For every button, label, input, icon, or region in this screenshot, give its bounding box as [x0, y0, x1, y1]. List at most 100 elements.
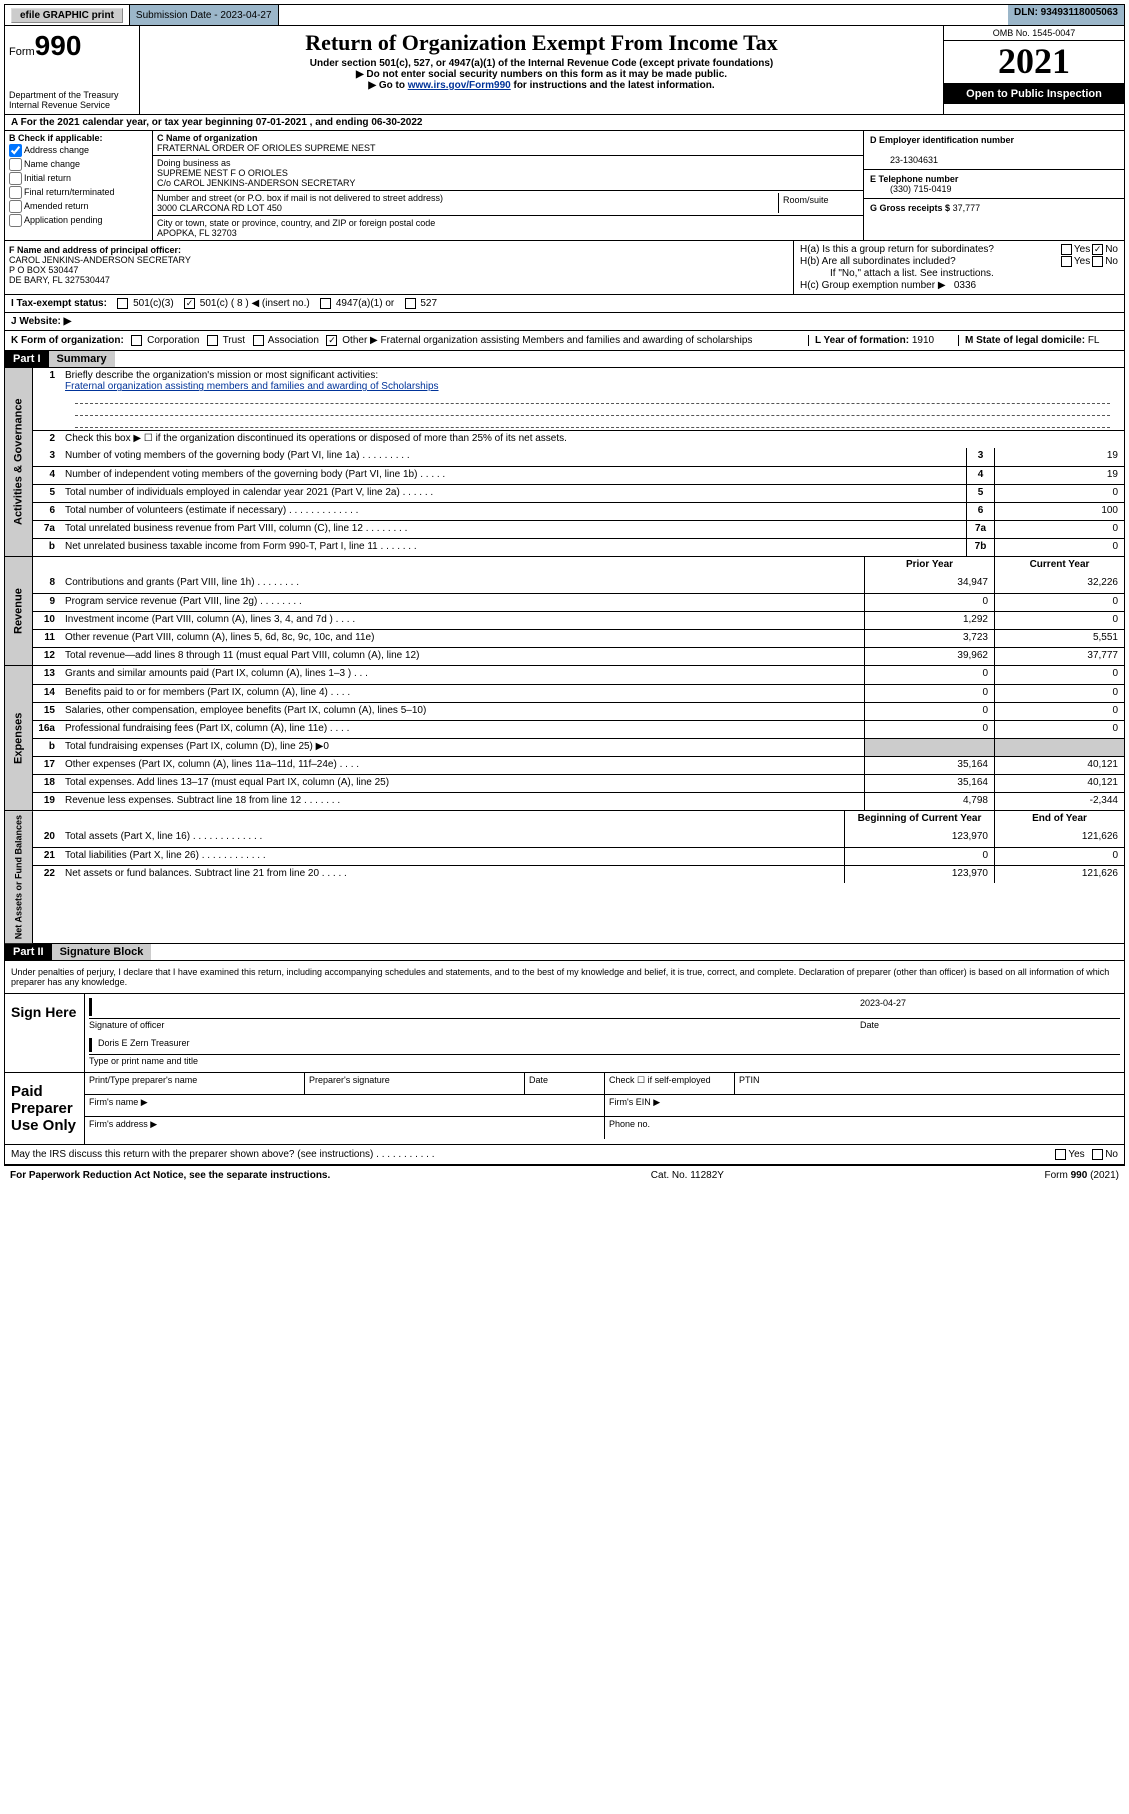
addr-value: 3000 CLARCONA RD LOT 450	[157, 203, 282, 213]
ha-no-checkbox[interactable]: ✓	[1092, 244, 1103, 255]
row-12: 12Total revenue—add lines 8 through 11 (…	[33, 647, 1124, 665]
vtab-net-assets: Net Assets or Fund Balances	[5, 811, 33, 943]
col-d-ein: D Employer identification number 23-1304…	[864, 131, 1124, 240]
cat-no: Cat. No. 11282Y	[651, 1170, 724, 1181]
mission-text[interactable]: Fraternal organization assisting members…	[65, 381, 439, 392]
paid-preparer-label: Paid Preparer Use Only	[5, 1073, 85, 1144]
chk-527[interactable]	[405, 298, 416, 309]
gov-row-7a: 7aTotal unrelated business revenue from …	[33, 520, 1124, 538]
prep-sig-hdr: Preparer's signature	[305, 1073, 525, 1094]
line1-label: Briefly describe the organization's miss…	[65, 370, 378, 381]
prep-ptin: PTIN	[735, 1073, 1124, 1094]
part1-label: Part I	[5, 351, 49, 367]
row-19: 19Revenue less expenses. Subtract line 1…	[33, 792, 1124, 810]
firm-addr: Firm's address ▶	[85, 1117, 605, 1139]
dba-label: Doing business as	[157, 158, 231, 168]
section-expenses: Expenses 13Grants and similar amounts pa…	[4, 666, 1125, 811]
col-b-checkboxes: B Check if applicable: Address change Na…	[5, 131, 153, 240]
officer-name: CAROL JENKINS-ANDERSON SECRETARY	[9, 255, 191, 265]
row-16a: 16aProfessional fundraising fees (Part I…	[33, 720, 1124, 738]
form-subtitle-2b: ▶ Go to www.irs.gov/Form990 for instruct…	[148, 80, 935, 91]
chk-initial-return[interactable]: Initial return	[9, 172, 148, 185]
chk-other[interactable]: ✓	[326, 335, 337, 346]
ein-label: D Employer identification number	[870, 135, 1014, 145]
page-footer: For Paperwork Reduction Act Notice, see …	[4, 1165, 1125, 1185]
part1-bar: Part ISummary	[4, 351, 1125, 368]
row-20: 20Total assets (Part X, line 16) . . . .…	[33, 829, 1124, 847]
prep-self-emp: Check ☐ if self-employed	[605, 1073, 735, 1094]
chk-501c3[interactable]	[117, 298, 128, 309]
part2-label: Part II	[5, 944, 52, 960]
line2-text: Check this box ▶ ☐ if the organization d…	[61, 431, 1124, 448]
current-year-hdr: Current Year	[994, 557, 1124, 575]
state-domicile: FL	[1088, 335, 1100, 346]
chk-application-pending[interactable]: Application pending	[9, 214, 148, 227]
top-bar: efile GRAPHIC print Submission Date - 20…	[4, 4, 1125, 26]
row-22: 22Net assets or fund balances. Subtract …	[33, 865, 1124, 883]
officer-addr2: DE BARY, FL 327530447	[9, 275, 110, 285]
hb-note: If "No," attach a list. See instructions…	[800, 268, 1118, 279]
chk-name-change[interactable]: Name change	[9, 158, 148, 171]
sig-officer-label: Signature of officer	[89, 1018, 860, 1030]
boy-hdr: Beginning of Current Year	[844, 811, 994, 829]
form-number: Form990	[9, 30, 135, 62]
efile-print-button[interactable]: efile GRAPHIC print	[11, 8, 123, 23]
paperwork-notice: For Paperwork Reduction Act Notice, see …	[10, 1170, 330, 1181]
c-name-label: C Name of organization	[157, 133, 258, 143]
hb-no-checkbox[interactable]	[1092, 256, 1103, 267]
row-j-website: J Website: ▶	[4, 313, 1125, 331]
prep-name-hdr: Print/Type preparer's name	[85, 1073, 305, 1094]
form-subtitle-2a: ▶ Do not enter social security numbers o…	[148, 69, 935, 80]
discuss-no-checkbox[interactable]	[1092, 1149, 1103, 1160]
sig-name-label: Type or print name and title	[89, 1054, 1120, 1066]
form-header: Form990 Department of the Treasury Inter…	[4, 26, 1125, 115]
chk-4947[interactable]	[320, 298, 331, 309]
part2-title: Signature Block	[52, 944, 152, 960]
gov-row-4: 4Number of independent voting members of…	[33, 466, 1124, 484]
addr-label: Number and street (or P.O. box if mail i…	[157, 193, 443, 203]
discuss-text: May the IRS discuss this return with the…	[11, 1149, 1053, 1160]
vtab-revenue: Revenue	[5, 557, 33, 665]
hb-label: H(b) Are all subordinates included?	[800, 256, 1059, 267]
chk-address-change[interactable]: Address change	[9, 144, 148, 157]
row-18: 18Total expenses. Add lines 13–17 (must …	[33, 774, 1124, 792]
firm-ein: Firm's EIN ▶	[605, 1095, 1124, 1116]
row-21: 21Total liabilities (Part X, line 26) . …	[33, 847, 1124, 865]
chk-association[interactable]	[253, 335, 264, 346]
dept-treasury: Department of the Treasury Internal Reve…	[9, 90, 135, 110]
col-f-officer: F Name and address of principal officer:…	[5, 241, 794, 294]
sign-here-label: Sign Here	[5, 994, 85, 1072]
ha-yes-checkbox[interactable]	[1061, 244, 1072, 255]
chk-trust[interactable]	[207, 335, 218, 346]
section-revenue: Revenue Prior Year Current Year 8Contrib…	[4, 557, 1125, 666]
row-a-tax-year: A For the 2021 calendar year, or tax yea…	[4, 115, 1125, 131]
form-subtitle-1: Under section 501(c), 527, or 4947(a)(1)…	[148, 58, 935, 69]
chk-corporation[interactable]	[131, 335, 142, 346]
care-of: C/o CAROL JENKINS-ANDERSON SECRETARY	[157, 178, 355, 188]
chk-amended-return[interactable]: Amended return	[9, 200, 148, 213]
org-name: FRATERNAL ORDER OF ORIOLES SUPREME NEST	[157, 143, 376, 153]
chk-final-return[interactable]: Final return/terminated	[9, 186, 148, 199]
city-label: City or town, state or province, country…	[157, 218, 435, 228]
hb-yes-checkbox[interactable]	[1061, 256, 1072, 267]
prior-year-hdr: Prior Year	[864, 557, 994, 575]
section-net-assets: Net Assets or Fund Balances Beginning of…	[4, 811, 1125, 944]
sig-declaration: Under penalties of perjury, I declare th…	[4, 961, 1125, 994]
prep-date-hdr: Date	[525, 1073, 605, 1094]
gov-row-b: bNet unrelated business taxable income f…	[33, 538, 1124, 556]
room-suite-label: Room/suite	[779, 193, 859, 213]
phone-label: E Telephone number	[870, 174, 958, 184]
chk-501c[interactable]: ✓	[184, 298, 195, 309]
irs-link[interactable]: www.irs.gov/Form990	[408, 80, 511, 91]
hc-label: H(c) Group exemption number ▶	[800, 280, 946, 291]
form-title: Return of Organization Exempt From Incom…	[148, 30, 935, 56]
row-11: 11Other revenue (Part VIII, column (A), …	[33, 629, 1124, 647]
officer-typed-name: Doris E Zern Treasurer	[89, 1038, 1120, 1052]
irs-discuss-row: May the IRS discuss this return with the…	[4, 1145, 1125, 1165]
row-8: 8Contributions and grants (Part VIII, li…	[33, 575, 1124, 593]
officer-addr1: P O BOX 530447	[9, 265, 78, 275]
discuss-yes-checkbox[interactable]	[1055, 1149, 1066, 1160]
section-governance: Activities & Governance 1 Briefly descri…	[4, 368, 1125, 557]
open-inspection: Open to Public Inspection	[944, 84, 1124, 104]
row-10: 10Investment income (Part VIII, column (…	[33, 611, 1124, 629]
